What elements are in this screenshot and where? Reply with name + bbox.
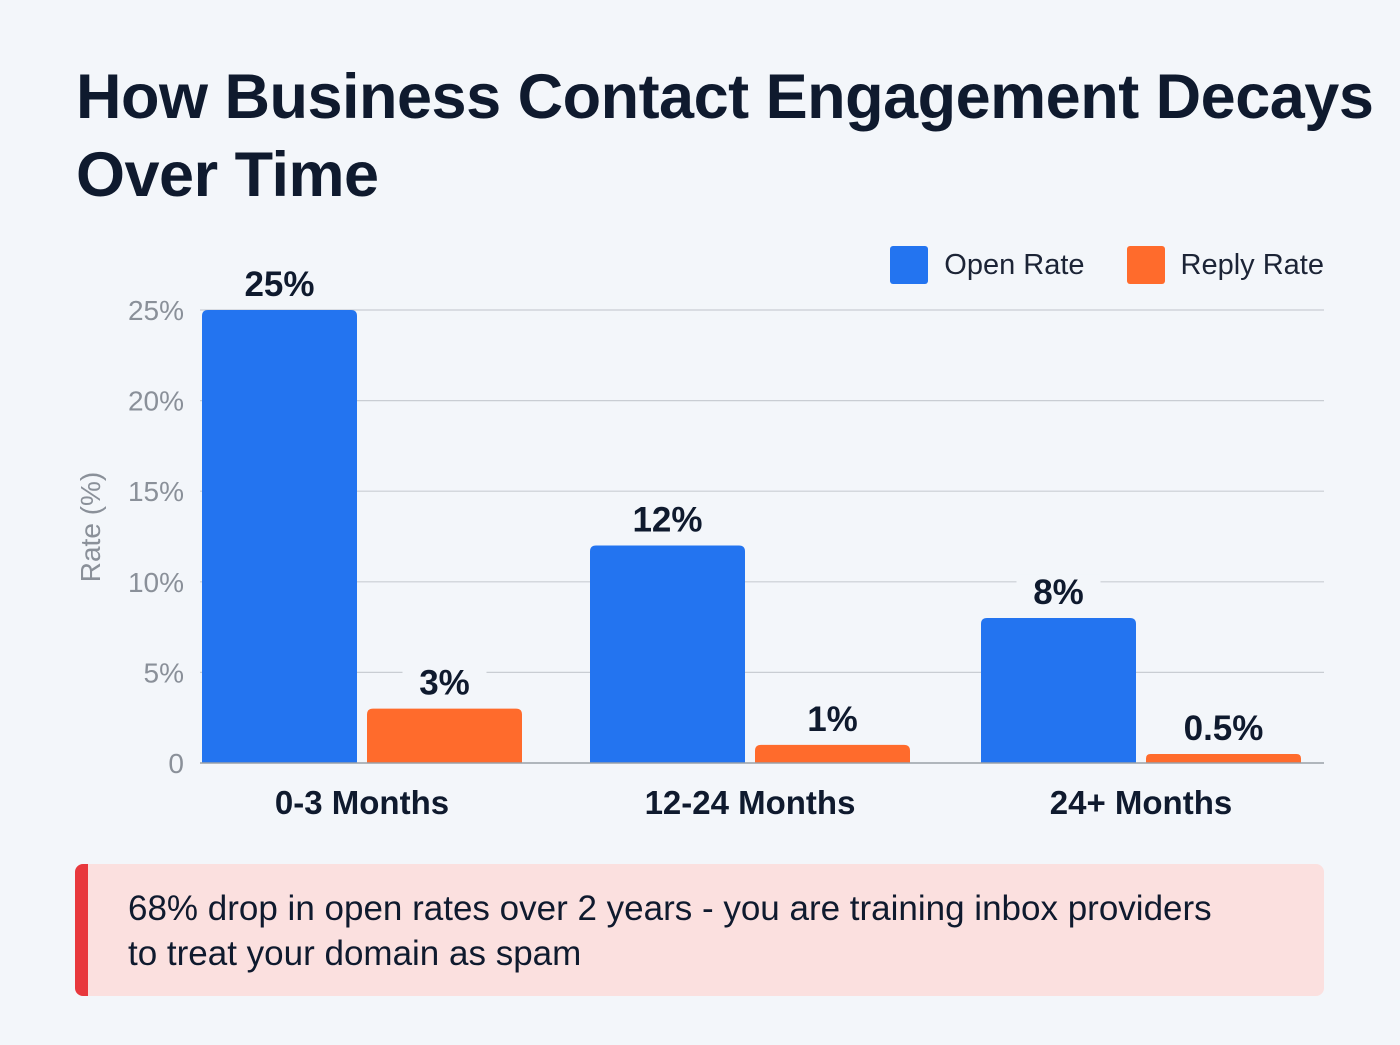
data-label: 1%	[807, 700, 858, 739]
callout-box: 68% drop in open rates over 2 years - yo…	[75, 864, 1324, 996]
data-label-background	[625, 501, 710, 540]
legend-item-reply-rate: Reply Rate	[1126, 246, 1324, 284]
callout-accent-bar	[75, 864, 88, 996]
x-tick-label: 24+ Months	[1050, 784, 1232, 821]
y-tick-label: 5%	[144, 657, 184, 688]
legend-item-open-rate: Open Rate	[890, 246, 1085, 284]
bar-open-rate	[590, 545, 745, 763]
chart-title: How Business Contact Engagement Decays O…	[76, 62, 1374, 210]
bar-reply-rate	[755, 744, 910, 763]
bar-open-rate	[202, 310, 357, 763]
y-tick-label: 10%	[128, 567, 184, 598]
x-tick-label: 12-24 Months	[645, 784, 856, 821]
y-tick-label: 15%	[128, 476, 184, 507]
data-label-background	[402, 664, 487, 703]
legend-swatch-reply-rate	[1126, 246, 1165, 284]
bar-reply-rate	[367, 708, 522, 763]
x-tick-label: 0-3 Months	[275, 784, 449, 821]
data-label: 8%	[1033, 573, 1084, 612]
y-axis-label: Rate (%)	[75, 472, 106, 582]
legend-swatch-open-rate	[890, 246, 929, 284]
data-label: 12%	[632, 501, 702, 540]
data-label-background	[1181, 709, 1266, 748]
bar-open-rate	[981, 618, 1136, 763]
y-tick-label: 0	[168, 748, 184, 779]
data-label: 0.5%	[1184, 709, 1264, 748]
bar-reply-rate	[1146, 753, 1301, 763]
callout-text: 68% drop in open rates over 2 years - yo…	[128, 889, 1212, 973]
data-label: 25%	[244, 265, 314, 304]
legend: Open Rate Reply Rate	[890, 246, 1324, 284]
legend-label-open-rate: Open Rate	[944, 248, 1085, 281]
data-label-background	[790, 700, 875, 739]
data-label-background	[237, 266, 322, 304]
bar-chart: 0 5% 10% 15% 20% 25% Rate (%) 25% 3% 0-3 Months 12…	[75, 265, 1324, 821]
data-label-background	[1016, 574, 1101, 613]
legend-label-reply-rate: Reply Rate	[1180, 248, 1324, 281]
y-tick-label: 25%	[128, 295, 184, 326]
data-label: 3%	[419, 664, 470, 703]
y-tick-label: 20%	[128, 386, 184, 417]
